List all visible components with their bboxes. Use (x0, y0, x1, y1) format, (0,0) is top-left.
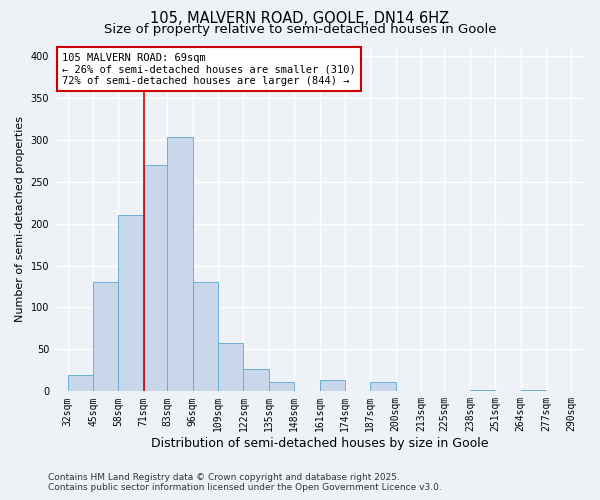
Bar (269, 382, 294, 392)
Bar (118, 215, 144, 392)
Y-axis label: Number of semi-detached properties: Number of semi-detached properties (15, 116, 25, 322)
Bar (144, 165, 169, 392)
Bar (218, 342, 244, 392)
Bar (521, 390, 546, 392)
Bar (370, 382, 395, 392)
Text: Contains HM Land Registry data © Crown copyright and database right 2025.
Contai: Contains HM Land Registry data © Crown c… (48, 473, 442, 492)
Bar (193, 282, 218, 392)
Bar (167, 137, 193, 392)
Bar (470, 390, 495, 392)
X-axis label: Distribution of semi-detached houses by size in Goole: Distribution of semi-detached houses by … (151, 437, 488, 450)
Bar (68, 374, 93, 392)
Bar (93, 282, 118, 392)
Text: 105, MALVERN ROAD, GOOLE, DN14 6HZ: 105, MALVERN ROAD, GOOLE, DN14 6HZ (151, 11, 449, 26)
Bar (244, 368, 269, 392)
Text: Size of property relative to semi-detached houses in Goole: Size of property relative to semi-detach… (104, 22, 496, 36)
Text: 105 MALVERN ROAD: 69sqm
← 26% of semi-detached houses are smaller (310)
72% of s: 105 MALVERN ROAD: 69sqm ← 26% of semi-de… (62, 52, 356, 86)
Bar (320, 380, 345, 392)
